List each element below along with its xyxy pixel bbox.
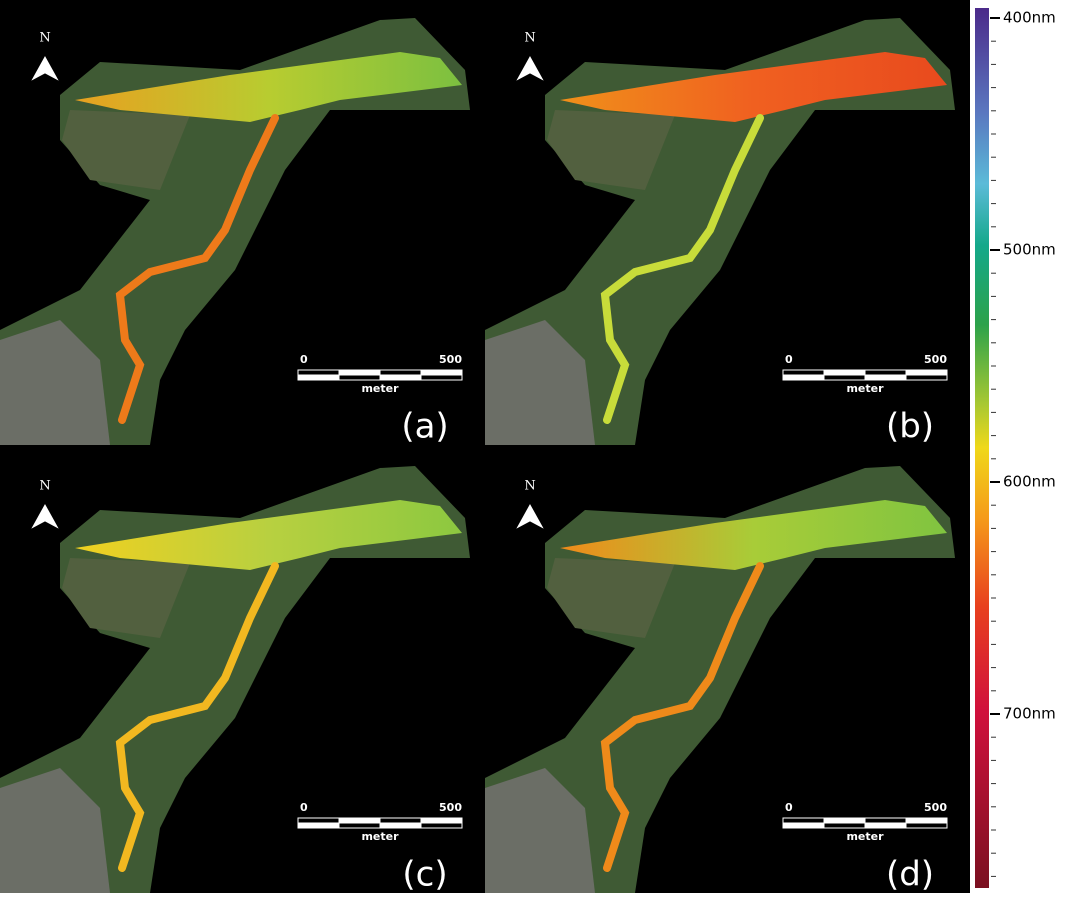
scale-segment — [824, 375, 865, 380]
scale-segment — [783, 375, 824, 380]
scale-unit: meter — [846, 382, 884, 395]
scale-segment — [380, 823, 421, 828]
scale-segment — [298, 823, 339, 828]
scale-segment — [906, 370, 947, 375]
colorbar-label: 700nm — [1003, 705, 1056, 723]
panel-label: (b) — [886, 407, 934, 447]
scale-segment — [906, 375, 947, 380]
scale-segment — [824, 823, 865, 828]
scale-segment — [824, 818, 865, 823]
north-label: N — [524, 479, 535, 494]
panel-label: (c) — [402, 855, 447, 894]
scale-segment — [380, 375, 421, 380]
scale-segment — [783, 823, 824, 828]
colorbar — [975, 8, 989, 888]
scale-segment — [906, 818, 947, 823]
scale-segment — [865, 370, 906, 375]
scale-segment — [906, 823, 947, 828]
colorbar-label: 400nm — [1003, 9, 1056, 27]
colorbar-label: 600nm — [1003, 473, 1056, 491]
north-label: N — [39, 31, 50, 46]
scale-segment — [339, 370, 380, 375]
scale-unit: meter — [361, 830, 399, 843]
scale-segment — [824, 370, 865, 375]
scale-segment — [339, 823, 380, 828]
scale-segment — [421, 375, 462, 380]
panel-label: (a) — [401, 407, 448, 447]
scale-segment — [783, 818, 824, 823]
scale-start: 0 — [785, 353, 793, 366]
scale-segment — [298, 370, 339, 375]
scale-segment — [865, 818, 906, 823]
scale-segment — [339, 818, 380, 823]
scale-segment — [865, 375, 906, 380]
north-label: N — [524, 31, 535, 46]
scale-unit: meter — [846, 830, 884, 843]
scale-segment — [298, 818, 339, 823]
scale-segment — [298, 375, 339, 380]
scale-start: 0 — [300, 353, 308, 366]
scale-end: 500 — [924, 801, 947, 814]
scale-segment — [380, 818, 421, 823]
scale-segment — [783, 370, 824, 375]
figure: N0500meter(a)N0500meter(b)N0500meter(c)N… — [0, 0, 1073, 893]
scale-start: 0 — [785, 801, 793, 814]
scale-start: 0 — [300, 801, 308, 814]
scale-segment — [339, 375, 380, 380]
colorbar-label: 500nm — [1003, 241, 1056, 259]
scale-segment — [421, 823, 462, 828]
scale-segment — [421, 370, 462, 375]
scale-end: 500 — [439, 801, 462, 814]
scale-end: 500 — [924, 353, 947, 366]
scale-end: 500 — [439, 353, 462, 366]
scale-segment — [380, 370, 421, 375]
panel-label: (d) — [886, 855, 934, 894]
scale-segment — [421, 818, 462, 823]
north-label: N — [39, 479, 50, 494]
scale-segment — [865, 823, 906, 828]
scale-unit: meter — [361, 382, 399, 395]
